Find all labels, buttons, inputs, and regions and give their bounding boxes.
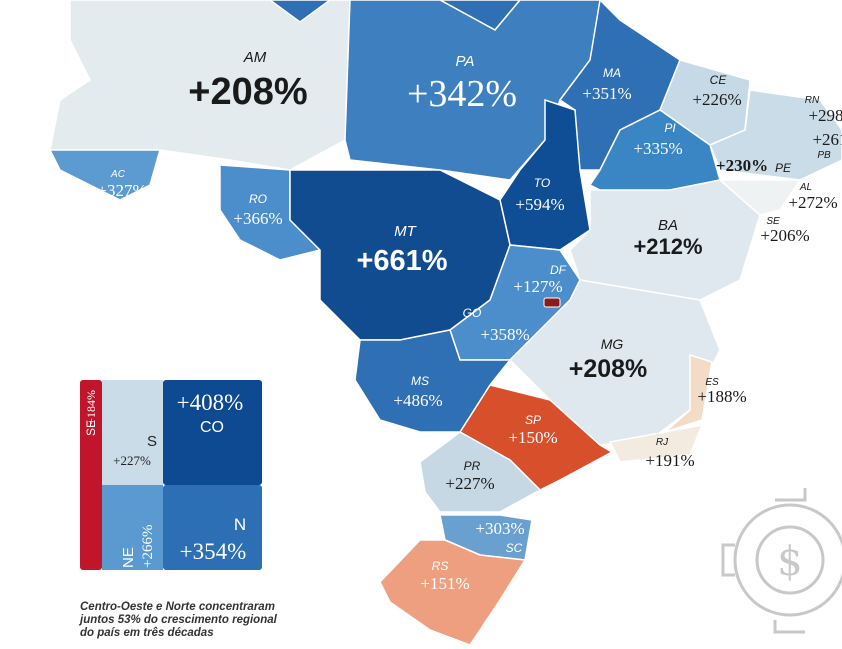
state-growth: +127% bbox=[513, 277, 562, 296]
state-abbr: MA bbox=[603, 66, 621, 80]
region-growth: +408% bbox=[177, 390, 244, 415]
region-growth: +354% bbox=[180, 539, 247, 564]
region-box bbox=[163, 485, 262, 570]
state-shape bbox=[268, 0, 332, 23]
state-growth: +366% bbox=[233, 209, 282, 228]
state-shape bbox=[419, 431, 542, 513]
state-shape bbox=[664, 353, 713, 433]
caption-line: Centro-Oeste e Norte concentraram bbox=[80, 601, 275, 613]
state-growth: +327% bbox=[97, 181, 146, 200]
state-growth: +261 bbox=[812, 130, 842, 149]
state-abbr: SC bbox=[506, 541, 523, 555]
state-growth: +303% bbox=[475, 519, 524, 538]
region-name: S bbox=[147, 433, 157, 450]
state-abbr: CE bbox=[710, 73, 728, 87]
state-growth: +188% bbox=[697, 387, 746, 406]
state-growth: +342% bbox=[407, 73, 517, 115]
state-abbr: MT bbox=[394, 223, 417, 240]
state-abbr: RS bbox=[432, 559, 449, 573]
caption-line: do país em três décadas bbox=[80, 627, 214, 639]
state-growth: +358% bbox=[480, 325, 529, 344]
state-shape bbox=[718, 179, 802, 216]
region-box bbox=[163, 380, 262, 485]
state-abbr: MG bbox=[601, 336, 624, 352]
state-growth: +191% bbox=[645, 451, 694, 470]
region-name: NE bbox=[120, 547, 137, 568]
state-abbr: RJ bbox=[656, 437, 669, 448]
state-abbr: GO bbox=[463, 306, 482, 320]
states bbox=[48, 0, 842, 646]
state-shape bbox=[379, 539, 527, 646]
state-growth: +208% bbox=[188, 71, 307, 113]
state-abbr: RN bbox=[805, 95, 820, 106]
state-shape bbox=[48, 149, 161, 201]
state-abbr: TO bbox=[534, 176, 550, 190]
region-name: SE bbox=[84, 420, 98, 436]
state-shape bbox=[608, 424, 704, 463]
state-growth: +298 bbox=[808, 106, 842, 125]
caption-line: juntos 53% do crescimento regional bbox=[78, 614, 278, 626]
caption: Centro-Oeste e Norte concentraram juntos… bbox=[78, 601, 278, 639]
state-growth: +230% bbox=[716, 156, 768, 175]
region-growth: +266% bbox=[140, 525, 156, 568]
state-abbr: RO bbox=[249, 192, 267, 206]
state-abbr: AM bbox=[243, 49, 267, 66]
region-name: CO bbox=[200, 419, 224, 436]
state-abbr: MS bbox=[411, 374, 429, 388]
region-growth: +184% bbox=[84, 390, 98, 425]
state-abbr: DF bbox=[550, 263, 567, 277]
region-box bbox=[102, 380, 163, 485]
svg-text:$: $ bbox=[777, 539, 802, 585]
state-growth: +351% bbox=[582, 84, 631, 103]
state-abbr: PE bbox=[775, 161, 792, 175]
state-growth: +212% bbox=[633, 234, 702, 259]
state-growth: +208% bbox=[569, 355, 648, 383]
state-growth: +150% bbox=[508, 428, 557, 447]
state-labels: AM +208% PA +342% MA +351% CE +226% RN +… bbox=[97, 49, 842, 593]
state-abbr: PR bbox=[464, 459, 481, 473]
region-treemap: SE +184% S +227% +408% CO NE +266% N +35… bbox=[80, 380, 262, 570]
region-name: N bbox=[234, 515, 246, 534]
state-shape bbox=[543, 297, 561, 308]
state-growth: +226% bbox=[692, 90, 741, 109]
state-growth: +661% bbox=[356, 245, 447, 277]
state-growth: +151% bbox=[420, 574, 469, 593]
state-abbr: SE bbox=[766, 216, 780, 227]
state-growth: +206% bbox=[760, 226, 809, 245]
state-growth: +594% bbox=[515, 195, 564, 214]
state-growth: +227% bbox=[445, 474, 494, 493]
state-abbr: AC bbox=[110, 169, 126, 180]
region-box bbox=[80, 380, 102, 570]
state-growth: +335% bbox=[633, 139, 682, 158]
state-abbr: SP bbox=[525, 413, 541, 427]
gear-icon: $ bbox=[721, 488, 842, 634]
state-growth: +486% bbox=[393, 391, 442, 410]
region-box bbox=[102, 485, 163, 570]
region-growth: +227% bbox=[113, 453, 151, 468]
state-abbr: PA bbox=[456, 53, 475, 70]
state-abbr: BA bbox=[658, 217, 678, 234]
state-abbr: PB bbox=[817, 150, 831, 161]
state-abbr: PI bbox=[664, 121, 676, 135]
state-shape bbox=[354, 329, 512, 433]
state-abbr: AL bbox=[799, 182, 812, 193]
state-abbr: ES bbox=[705, 377, 719, 388]
state-growth: +272% bbox=[788, 193, 837, 212]
